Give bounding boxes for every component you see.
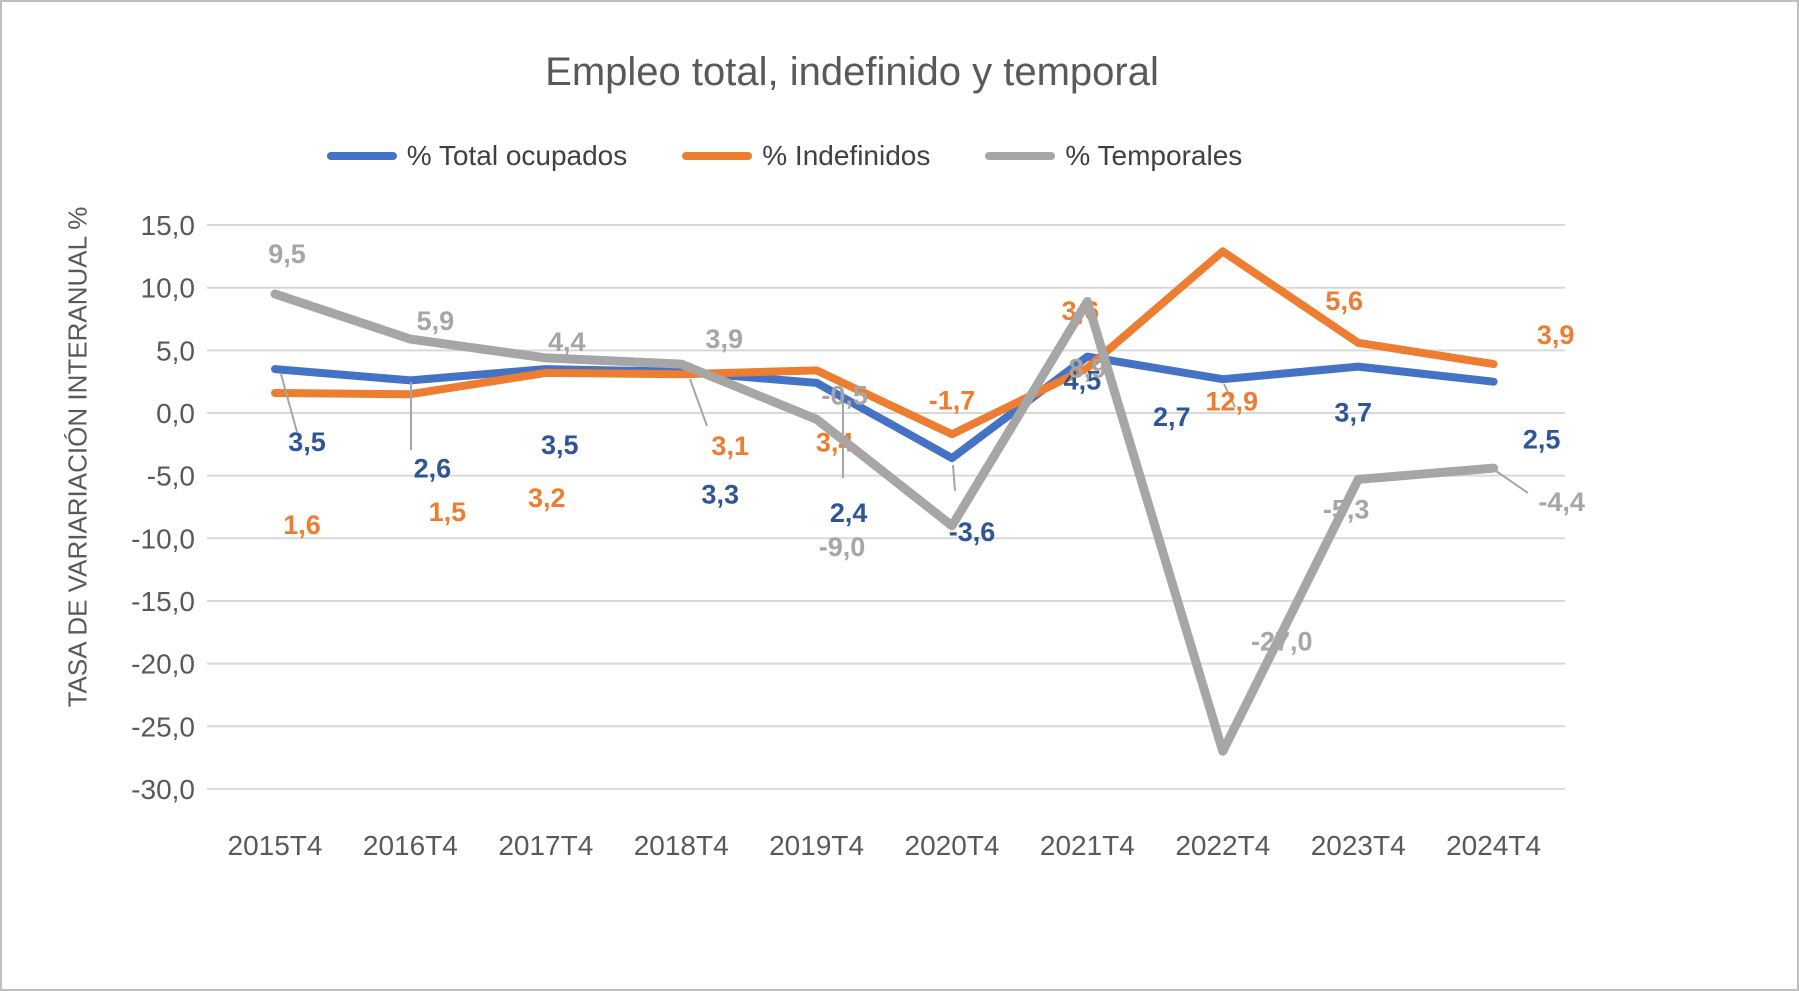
data-label-total-ocupados-2022T4: 2,7 (1153, 402, 1191, 432)
label-leader-line (1223, 383, 1236, 408)
y-tick-label: 15,0 (141, 210, 196, 241)
data-label-temporales-2017T4: 4,4 (548, 327, 586, 357)
legend-label-temporales: % Temporales (1065, 140, 1243, 171)
data-label-indefinidos-2023T4: 5,6 (1325, 286, 1363, 316)
data-label-temporales-2020T4: -9,0 (819, 532, 866, 562)
series-line-total-ocupados[interactable] (271, 352, 1498, 463)
x-tick-label-2021T4: 2021T4 (1040, 830, 1135, 861)
data-label-total-ocupados-2023T4: 3,7 (1334, 398, 1372, 428)
label-leader-line (280, 373, 298, 433)
data-label-total-ocupados-2015T4: 3,5 (288, 427, 326, 457)
x-tick-label-2018T4: 2018T4 (634, 830, 729, 861)
label-leader-line (952, 464, 956, 492)
y-tick-label: 5,0 (156, 335, 195, 366)
x-tick-label-2019T4: 2019T4 (769, 830, 864, 861)
data-label-indefinidos-2015T4: 1,6 (283, 510, 321, 540)
label-leader-line (689, 378, 708, 427)
data-label-total-ocupados-2016T4: 2,6 (414, 453, 452, 483)
legend-item-total-ocupados[interactable]: % Total ocupados (326, 140, 628, 172)
x-tick-label-2024T4: 2024T4 (1446, 830, 1541, 861)
chart-title: Empleo total, indefinido y temporal (545, 50, 1159, 94)
x-tick-label-2022T4: 2022T4 (1175, 830, 1270, 861)
data-label-total-ocupados-2024T4: 2,5 (1523, 425, 1561, 455)
y-tick-label: 0,0 (156, 398, 195, 429)
data-label-temporales-2016T4: 5,9 (417, 306, 455, 336)
x-tick-label-2023T4: 2023T4 (1311, 830, 1406, 861)
y-tick-label: -15,0 (131, 586, 195, 617)
legend-item-temporales[interactable]: % Temporales (985, 140, 1242, 172)
series-line-indefinidos[interactable] (271, 247, 1498, 439)
data-label-total-ocupados-2017T4: 3,5 (541, 430, 579, 460)
legend-line-swatch-temporales (985, 152, 1056, 160)
legend-line-swatch-indefinidos (682, 152, 753, 160)
legend-line-swatch-total-ocupados (326, 152, 397, 160)
data-label-indefinidos-2024T4: 3,9 (1537, 320, 1575, 350)
y-tick-label: 10,0 (141, 273, 196, 304)
data-label-indefinidos-2020T4: -1,7 (929, 385, 976, 415)
data-label-total-ocupados-2018T4: 3,3 (701, 480, 739, 510)
y-tick-label: -25,0 (131, 711, 195, 742)
label-leader-line (1495, 470, 1529, 494)
legend: % Total ocupados % Indefinidos % Temporale… (207, 140, 1362, 172)
data-label-indefinidos-2016T4: 1,5 (429, 497, 467, 527)
data-label-temporales-2015T4: 9,5 (268, 239, 306, 269)
data-label-total-ocupados-2021T4: 4,5 (1064, 366, 1102, 396)
data-label-temporales-2019T4: -0,5 (821, 380, 868, 410)
data-label-indefinidos-2018T4: 3,1 (711, 431, 749, 461)
x-tick-label-2016T4: 2016T4 (363, 830, 458, 861)
x-tick-label-2017T4: 2017T4 (498, 830, 593, 861)
y-tick-label: -30,0 (131, 774, 195, 805)
legend-label-total-ocupados: % Total ocupados (406, 140, 628, 171)
data-label-temporales-2024T4: -4,4 (1538, 487, 1585, 517)
legend-item-indefinidos[interactable]: % Indefinidos (682, 140, 930, 172)
data-label-total-ocupados-2019T4: 2,4 (830, 498, 868, 528)
data-label-temporales-2018T4: 3,9 (705, 324, 743, 354)
legend-label-indefinidos: % Indefinidos (762, 140, 931, 171)
y-tick-label: -5,0 (147, 461, 195, 492)
x-tick-label-2020T4: 2020T4 (905, 830, 1000, 861)
y-tick-label: -10,0 (131, 523, 195, 554)
y-tick-label: -20,0 (131, 649, 195, 680)
data-label-indefinidos-2017T4: 3,2 (528, 483, 566, 513)
series-line-temporales[interactable] (270, 289, 1499, 756)
data-label-indefinidos-2022T4: 12,9 (1206, 386, 1259, 416)
x-tick-label-2015T4: 2015T4 (228, 830, 323, 861)
